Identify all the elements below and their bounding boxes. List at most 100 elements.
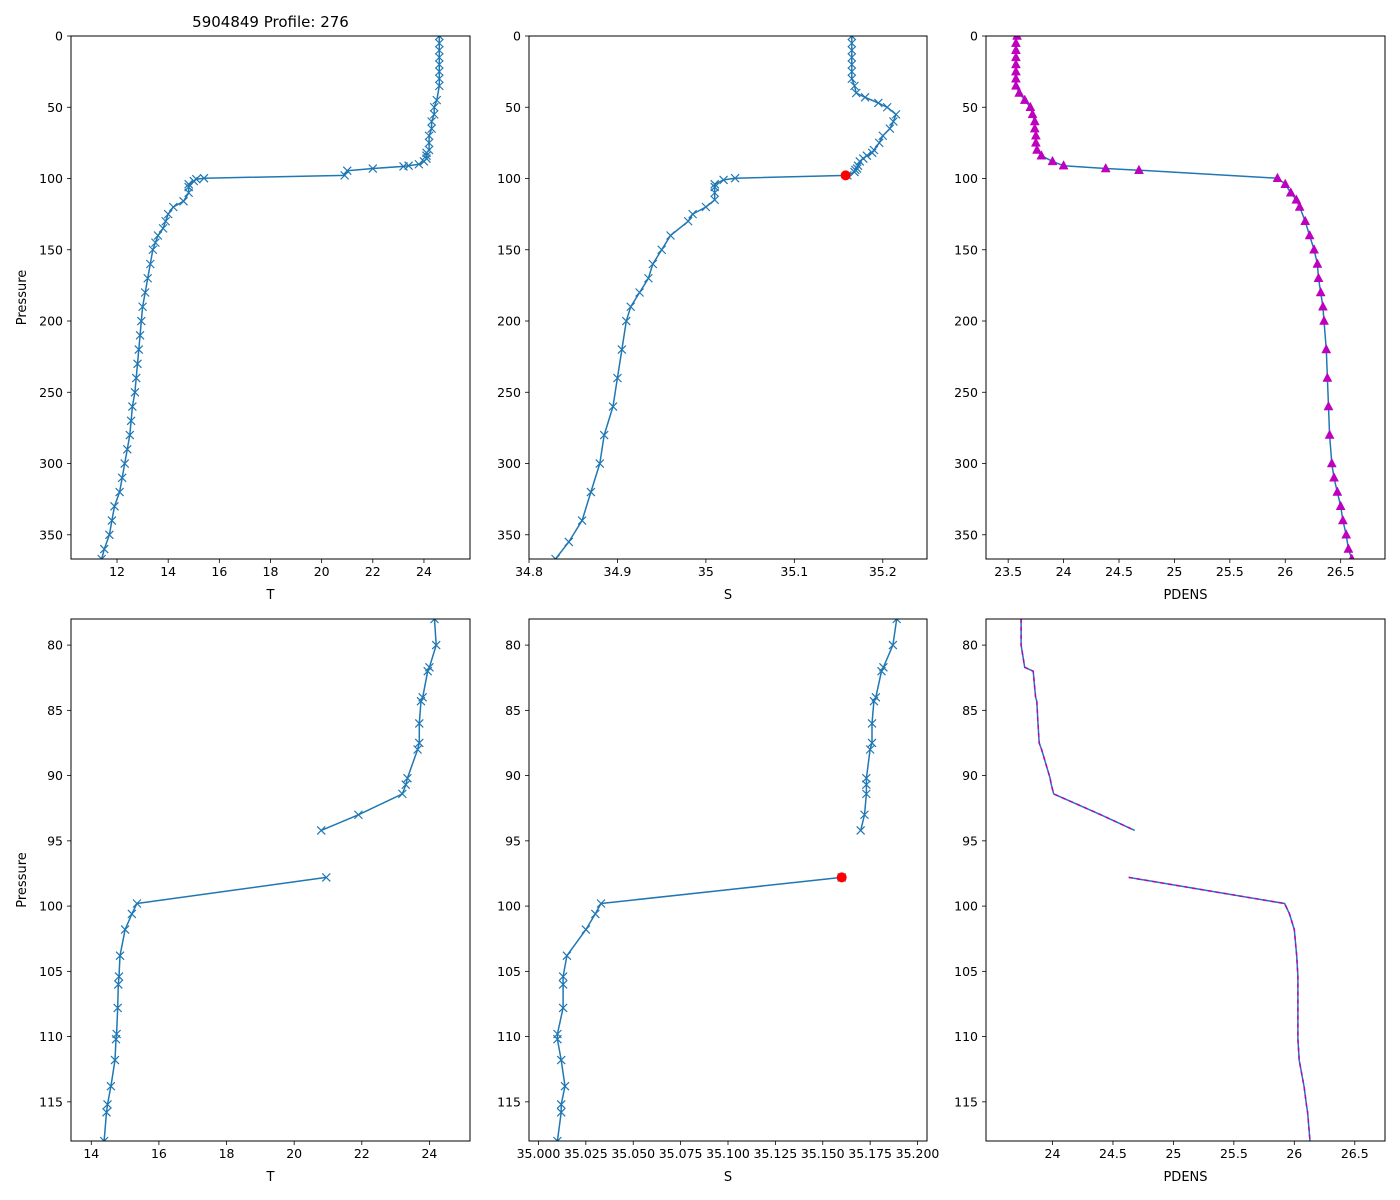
data-point <box>153 231 163 240</box>
y-tick-label: 100 <box>497 899 521 914</box>
data-point <box>140 288 150 297</box>
data-point <box>424 138 434 148</box>
data-point <box>666 231 675 240</box>
data-point <box>564 537 574 547</box>
y-tick-label: 150 <box>954 242 978 257</box>
x-tick-label: 25 <box>1166 564 1182 579</box>
y-tick-label: 0 <box>513 29 521 44</box>
data-point <box>414 159 424 169</box>
data-point <box>1341 529 1352 539</box>
y-tick-label: 95 <box>505 833 521 848</box>
y-tick-label: 85 <box>962 703 978 718</box>
data-point <box>850 81 859 91</box>
data-point <box>730 173 740 183</box>
data-point <box>107 516 117 525</box>
x-tick-label: 20 <box>314 564 330 579</box>
y-tick-label: 0 <box>55 29 63 44</box>
data-point <box>869 145 879 155</box>
x-tick-label: 22 <box>354 1146 370 1161</box>
data-point <box>434 52 444 62</box>
data-point <box>150 238 160 248</box>
data-point <box>434 74 444 84</box>
data-point <box>596 899 606 908</box>
data-point <box>1329 472 1339 482</box>
data-point <box>701 202 711 212</box>
flagged-point <box>840 170 851 181</box>
x-tick-label: 26.5 <box>1341 1146 1369 1161</box>
data-point <box>397 789 407 799</box>
data-point <box>1134 164 1144 174</box>
data-point <box>434 45 444 55</box>
series-line-0 <box>1015 36 1353 559</box>
data-point <box>1343 543 1354 553</box>
x-tick-label: 35.175 <box>848 1146 892 1161</box>
y-tick-label: 85 <box>505 703 521 718</box>
data-point <box>434 67 444 77</box>
series-dashed-line-1 <box>1128 876 1311 1141</box>
data-point <box>599 430 609 440</box>
y-tick-label: 115 <box>954 1094 978 1109</box>
data-point <box>1047 155 1058 166</box>
data-point <box>434 60 444 69</box>
data-point <box>189 176 199 186</box>
y-tick-label: 250 <box>497 385 521 400</box>
data-point <box>617 345 627 354</box>
series-dashed-line-0 <box>1020 619 1136 832</box>
x-tick-label: 24 <box>1056 564 1072 579</box>
data-point <box>861 789 871 799</box>
series-line-0 <box>320 619 437 832</box>
y-tick-label: 80 <box>505 638 521 653</box>
plot-area <box>1011 36 1355 559</box>
x-tick-label: 35.000 <box>517 1146 561 1161</box>
data-point <box>434 38 444 48</box>
data-point <box>850 165 860 175</box>
y-tick-label: 200 <box>497 314 521 329</box>
data-point <box>132 899 142 908</box>
x-tick-label: 26 <box>1286 1146 1302 1161</box>
data-point <box>635 288 644 297</box>
data-point <box>1322 372 1333 382</box>
x-tick-label: 25 <box>1165 1146 1181 1161</box>
x-tick-label: 34.8 <box>515 564 543 579</box>
data-point <box>434 81 444 91</box>
data-point <box>1019 94 1030 104</box>
data-point <box>414 718 424 728</box>
data-point <box>888 640 898 650</box>
data-point <box>1321 343 1332 354</box>
y-tick-label: 0 <box>970 29 978 44</box>
x-tick-label: 24.5 <box>1099 1146 1127 1161</box>
data-point <box>127 909 137 919</box>
axes-frame <box>70 35 471 560</box>
x-tick-label: 12 <box>109 564 125 579</box>
data-point <box>853 161 863 171</box>
x-tick-label: 26.5 <box>1327 564 1355 579</box>
data-point <box>1304 229 1315 240</box>
data-point <box>1058 160 1069 170</box>
x-tick-label: 16 <box>211 564 227 579</box>
data-point <box>878 131 888 141</box>
data-point <box>553 1034 562 1044</box>
data-point <box>419 156 429 166</box>
data-point <box>847 45 857 55</box>
chart-title: 5904849 Profile: 276 <box>192 13 349 31</box>
data-point <box>590 909 600 919</box>
data-point <box>865 745 875 754</box>
y-tick-label: 200 <box>954 314 978 329</box>
chart-panel-top-left: 12 14 16 18 20 22 24 0 50 100 150 200 250 300 350 T Pres… <box>15 13 471 603</box>
data-point <box>432 95 442 105</box>
data-point <box>595 459 605 468</box>
data-point <box>1337 514 1348 525</box>
y-tick-label: 85 <box>47 703 63 718</box>
y-tick-label: 105 <box>954 964 978 979</box>
plot-area <box>99 619 441 1141</box>
y-tick-label: 300 <box>39 456 63 471</box>
data-point <box>122 444 132 454</box>
data-point <box>199 173 209 183</box>
data-point <box>621 316 631 326</box>
data-point <box>342 166 352 176</box>
data-point <box>179 196 188 206</box>
y-tick-label: 150 <box>497 242 521 257</box>
data-point <box>613 373 622 383</box>
data-point <box>117 473 127 483</box>
